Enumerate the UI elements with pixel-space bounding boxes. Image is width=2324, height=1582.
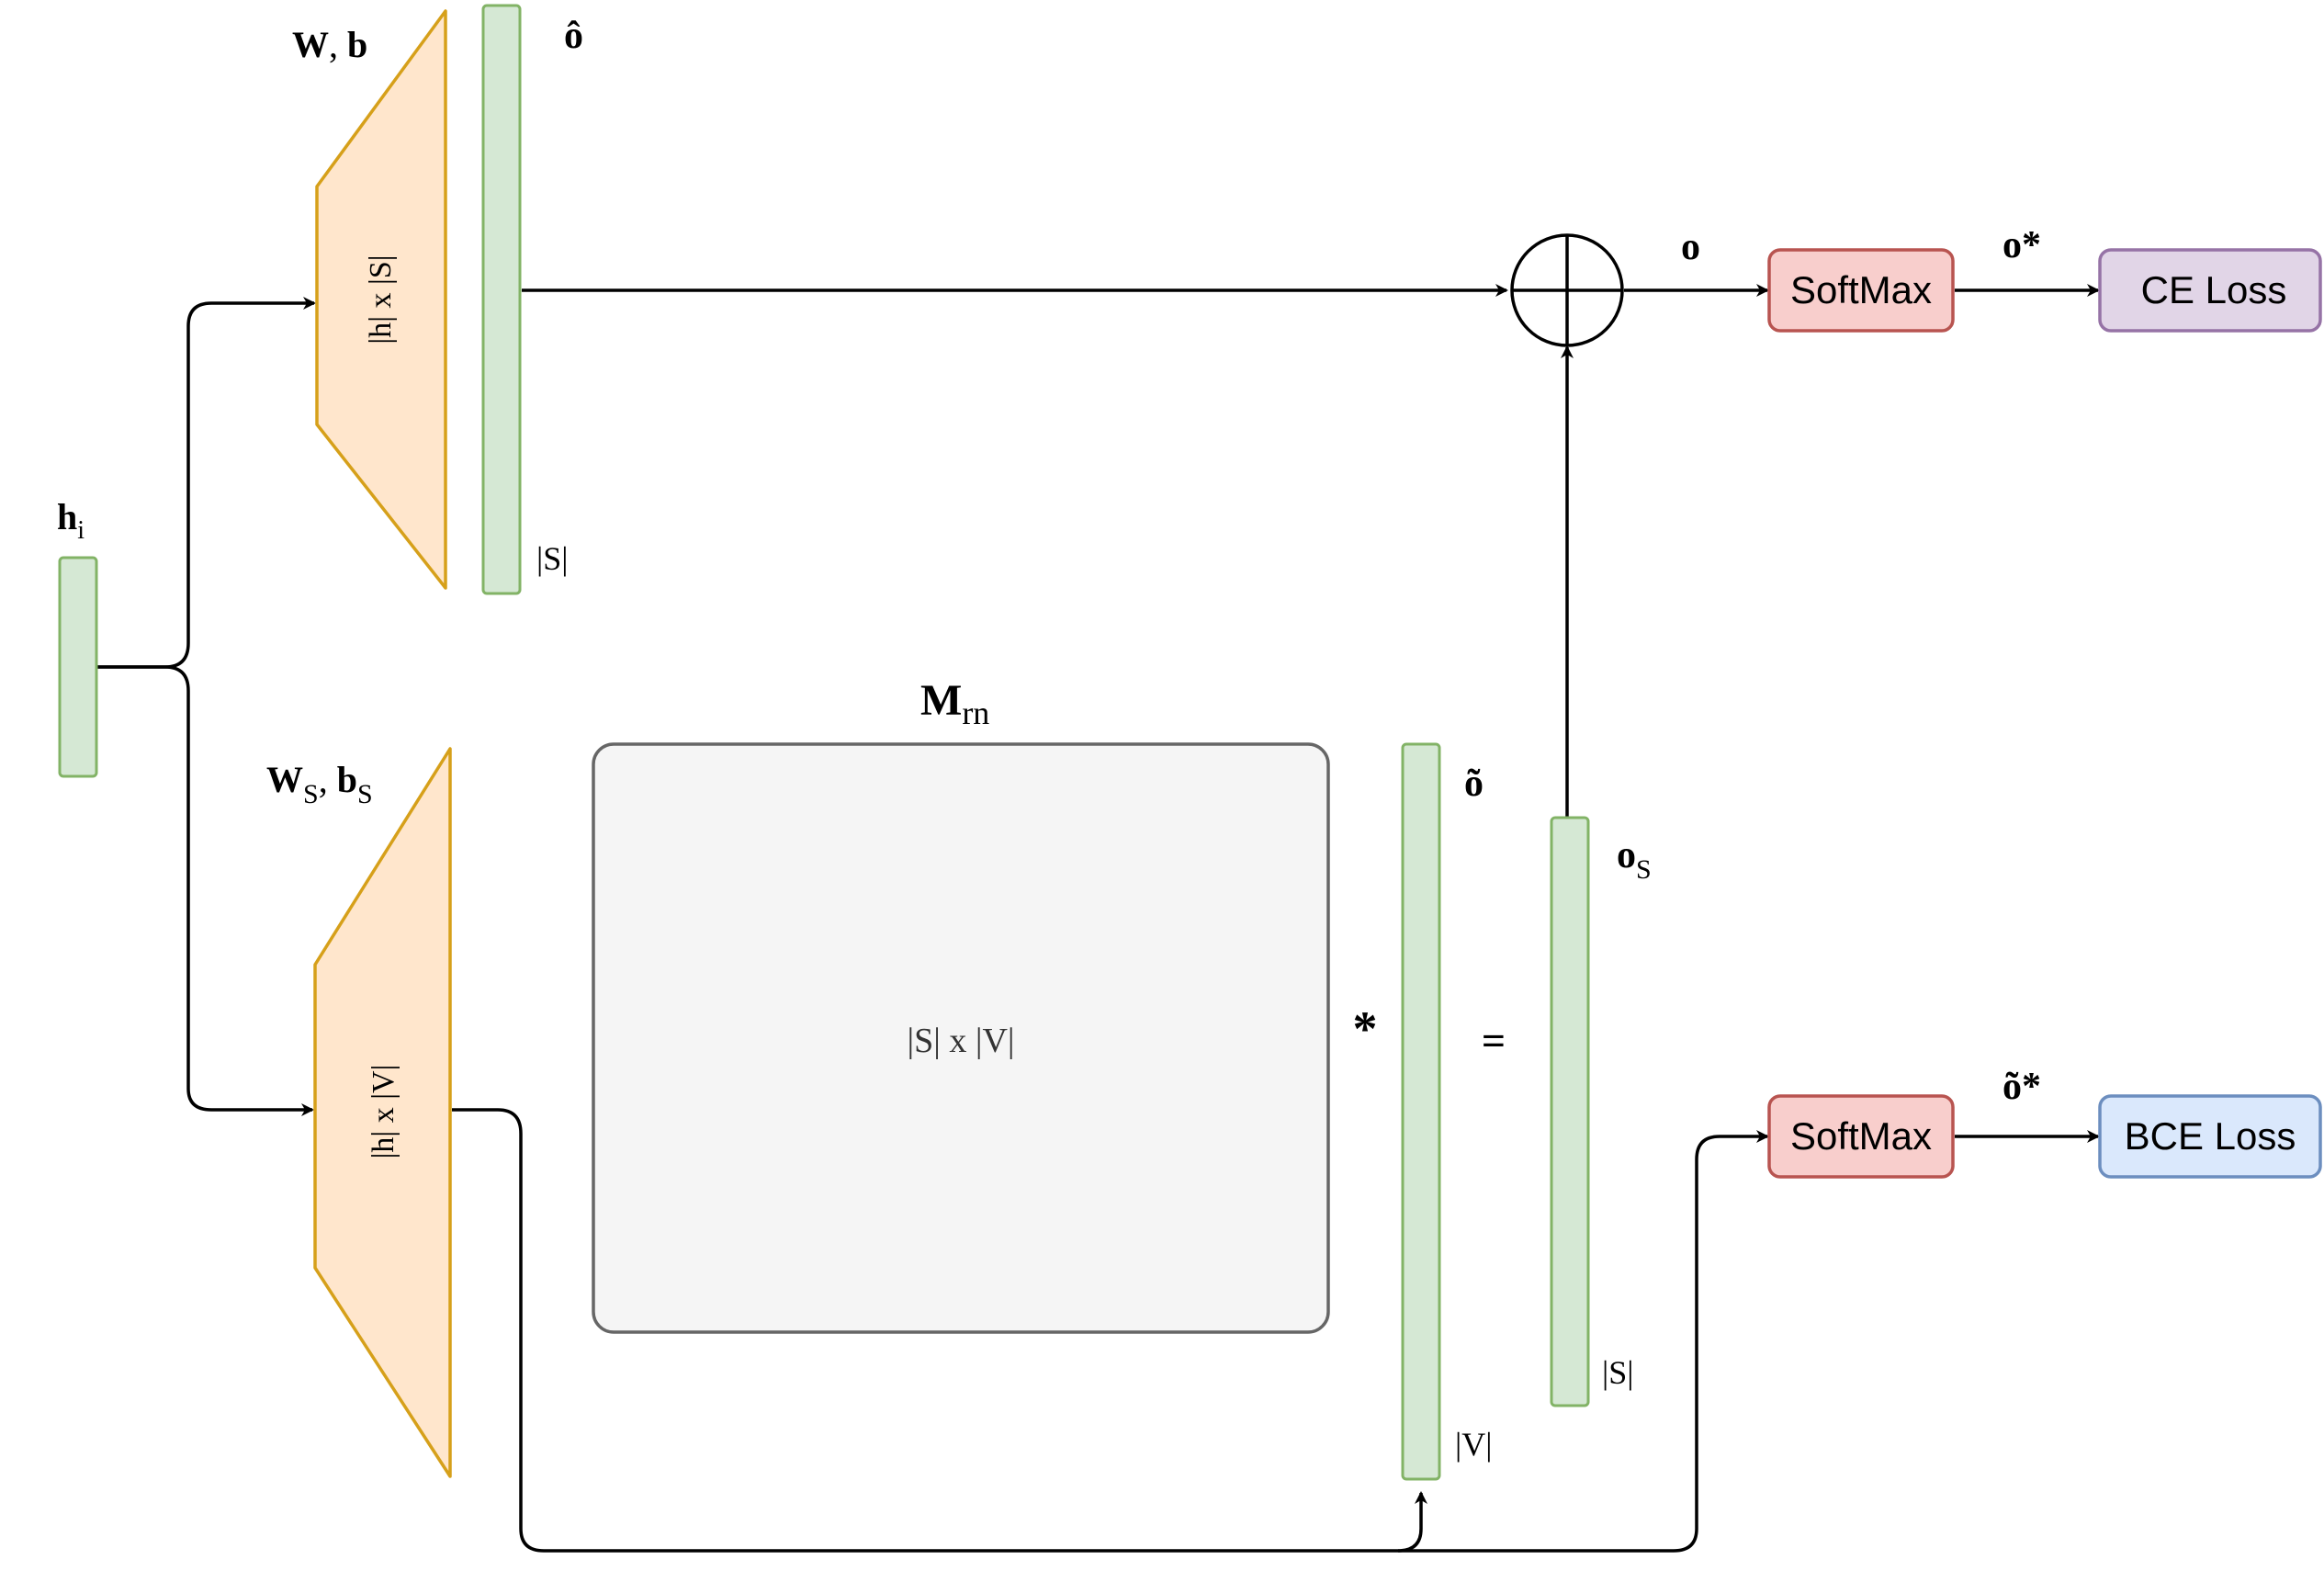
label-o-s-dim: |S|	[1602, 1354, 1633, 1391]
projection-top	[315, 9, 447, 590]
label-o-tilde: õ	[1464, 763, 1484, 805]
vector-o-s	[1550, 816, 1590, 1407]
bce-loss-box: BCE Loss	[2098, 1094, 2322, 1179]
label-o-star: o*	[2002, 224, 2041, 266]
label-ws-bs: WS, bS	[266, 759, 373, 809]
label-o-tilde-dim: |V|	[1455, 1426, 1492, 1463]
softmax-bottom: SoftMax	[1767, 1094, 1955, 1179]
matrix-m-rn	[592, 742, 1330, 1334]
svg-text:BCE Loss: BCE Loss	[2125, 1114, 2296, 1158]
label-o-hat: ô	[564, 15, 583, 57]
matrix-dimensions: |S| x |V|	[907, 1022, 1014, 1060]
projection-bottom-dimensions: |h| x |V|	[367, 1065, 400, 1159]
label-w-b: W, b	[292, 24, 367, 65]
label-h-i: hi	[57, 496, 85, 545]
operator-equals: =	[1482, 1017, 1506, 1064]
operator-multiply: *	[1353, 1001, 1378, 1057]
vector-h-i	[58, 556, 98, 778]
projection-top-dimensions: |h| x |S|	[364, 254, 398, 344]
vector-o-hat	[481, 4, 522, 595]
edge-hi-to-top-projection	[97, 297, 316, 669]
label-o-tilde-star: õ*	[2002, 1066, 2041, 1108]
vector-o-tilde	[1401, 742, 1441, 1481]
projection-bottom	[313, 747, 452, 1478]
sum-node	[1510, 233, 1624, 347]
softmax-top: SoftMax	[1767, 248, 1955, 333]
label-o-hat-dim: |S|	[536, 540, 568, 577]
svg-text:SoftMax: SoftMax	[1790, 268, 1932, 311]
svg-text:SoftMax: SoftMax	[1790, 1114, 1932, 1158]
label-m-rn: Mrn	[920, 676, 989, 731]
ce-loss-box: CE Loss	[2098, 248, 2322, 333]
edge-bottom-projection-to-otilde	[452, 1108, 1427, 1553]
edge-bottom-projection-to-softmax	[1398, 1130, 1769, 1553]
svg-text:CE Loss: CE Loss	[2141, 268, 2287, 311]
connectors	[97, 284, 2100, 1553]
label-o: o	[1681, 226, 1700, 268]
label-o-s: oS	[1617, 834, 1652, 885]
edge-hi-to-bottom-projection	[97, 665, 314, 1116]
